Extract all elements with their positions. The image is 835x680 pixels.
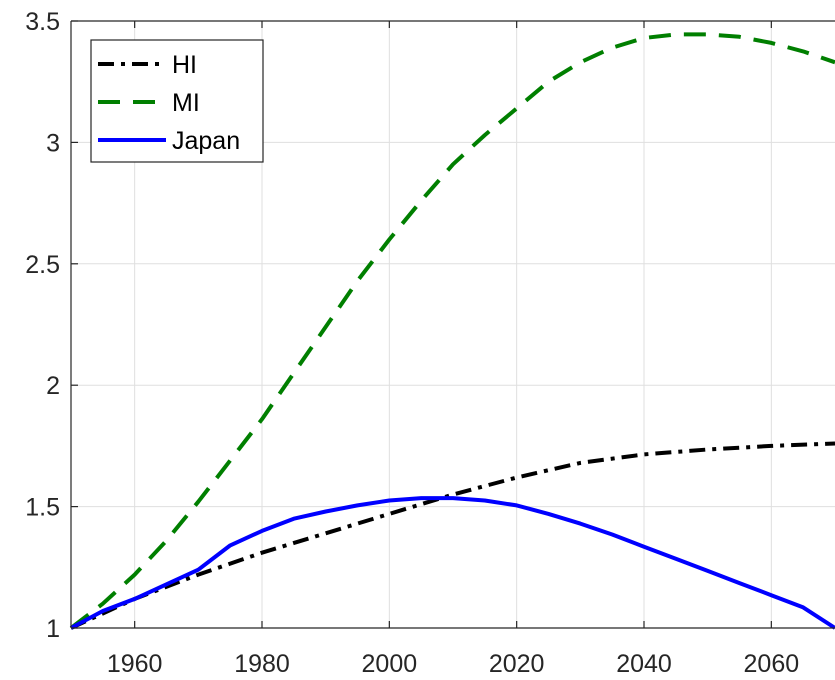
y-tick-label: 1.5 — [25, 494, 60, 522]
series-line-hi — [70, 441, 835, 630]
tick-labels: 1960 1980 2000 2020 2040 2060 1 1.5 2 2.5 3 3.5 — [25, 8, 799, 678]
x-tick-label: 2040 — [616, 650, 672, 678]
y-tick-label: 2.5 — [25, 251, 60, 279]
y-tick-label: 2 — [46, 372, 60, 400]
axes — [70, 20, 835, 629]
series-line-mi — [69, 32, 835, 630]
plot-series — [69, 32, 835, 630]
y-tick-label: 3 — [46, 129, 60, 157]
series-line-japan — [70, 496, 835, 630]
y-tick-label: 1 — [46, 615, 60, 643]
x-tick-label: 2000 — [362, 650, 418, 678]
x-tick-label: 1980 — [234, 650, 290, 678]
y-tick-label: 3.5 — [25, 8, 60, 36]
x-tick-label: 2020 — [489, 650, 545, 678]
x-tick-label: 1960 — [107, 650, 163, 678]
legend-label-mi: MI — [172, 89, 200, 117]
x-tick-label: 2060 — [744, 650, 800, 678]
legend-label-japan: Japan — [172, 127, 240, 155]
legend: HI MI Japan — [90, 39, 264, 163]
legend-label-hi: HI — [172, 51, 197, 79]
